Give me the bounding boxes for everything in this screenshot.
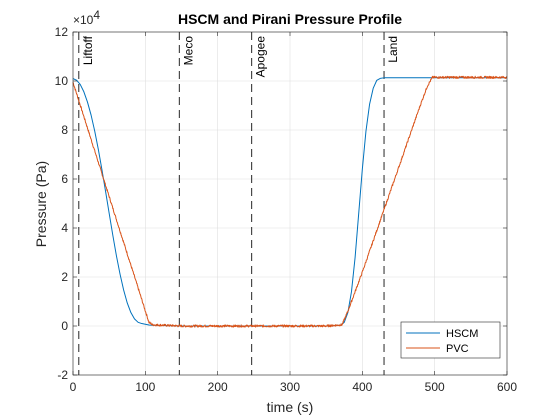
y-tick-label: 2	[61, 270, 68, 284]
x-axis: 0 100 200 300 400 500 600	[70, 32, 517, 394]
event-label-land: Land	[386, 36, 400, 63]
y-axis-label: Pressure (Pa)	[33, 161, 49, 247]
y-tick-label: 6	[61, 172, 68, 186]
y-axis: -2 0 2 4 6 8 10 12	[55, 25, 507, 382]
event-label-meco: Meco	[181, 36, 195, 66]
legend-label-hscm: HSCM	[446, 328, 478, 340]
y-exponent-power: 4	[93, 8, 100, 22]
legend: HSCM PVC	[400, 321, 501, 359]
y-exponent-base: ×10	[73, 13, 94, 27]
y-exponent: ×104	[73, 8, 100, 27]
series-line-pvc	[72, 75, 508, 328]
x-tick-label: 100	[135, 380, 155, 394]
x-tick-label: 500	[425, 380, 445, 394]
y-tick-label: 4	[61, 221, 68, 235]
event-markers: Liftoff Meco Apogee Land	[78, 32, 400, 375]
legend-label-pvc: PVC	[446, 343, 469, 355]
x-tick-label: 400	[352, 380, 372, 394]
y-tick-label: -2	[57, 368, 68, 382]
x-tick-label: 300	[280, 380, 300, 394]
event-label-liftoff: Liftoff	[81, 35, 95, 65]
chart-title: HSCM and Pirani Pressure Profile	[178, 11, 402, 27]
y-tick-label: 0	[61, 319, 68, 333]
y-tick-label: 10	[55, 74, 69, 88]
x-tick-label: 200	[208, 380, 228, 394]
x-tick-label: 600	[497, 380, 517, 394]
plot-lines	[72, 75, 508, 328]
x-tick-label: 0	[70, 380, 77, 394]
x-axis-label: time (s)	[267, 399, 314, 415]
y-tick-label: 8	[61, 123, 68, 137]
legend-box	[400, 321, 501, 359]
series-line-hscm	[72, 77, 507, 327]
event-label-apogee: Apogee	[254, 36, 268, 78]
y-tick-label: 12	[55, 25, 69, 39]
